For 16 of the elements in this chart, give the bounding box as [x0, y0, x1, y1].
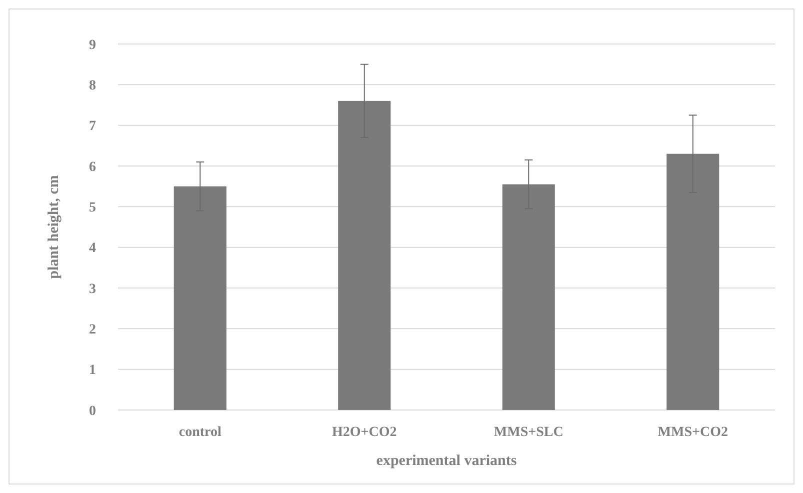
y-tick-label: 1	[89, 363, 96, 378]
x-tick-label: H2O+CO2	[332, 425, 397, 440]
y-tick-label: 0	[89, 404, 96, 419]
y-tick-label: 4	[89, 241, 96, 256]
y-tick-label: 7	[89, 119, 96, 134]
x-tick-label: control	[178, 425, 222, 440]
x-axis-title: experimental variants	[376, 453, 517, 469]
y-tick-label: 9	[89, 38, 96, 53]
y-tick-label: 8	[89, 78, 96, 94]
y-tick-label: 3	[89, 282, 96, 297]
x-tick-label: MMS+CO2	[658, 425, 728, 440]
y-tick-label: 5	[89, 200, 96, 216]
y-axis-title: plant height, cm	[46, 174, 62, 279]
y-tick-label: 6	[89, 160, 96, 175]
x-tick-label: MMS+SLC	[494, 425, 564, 440]
y-tick-label: 2	[89, 322, 96, 338]
